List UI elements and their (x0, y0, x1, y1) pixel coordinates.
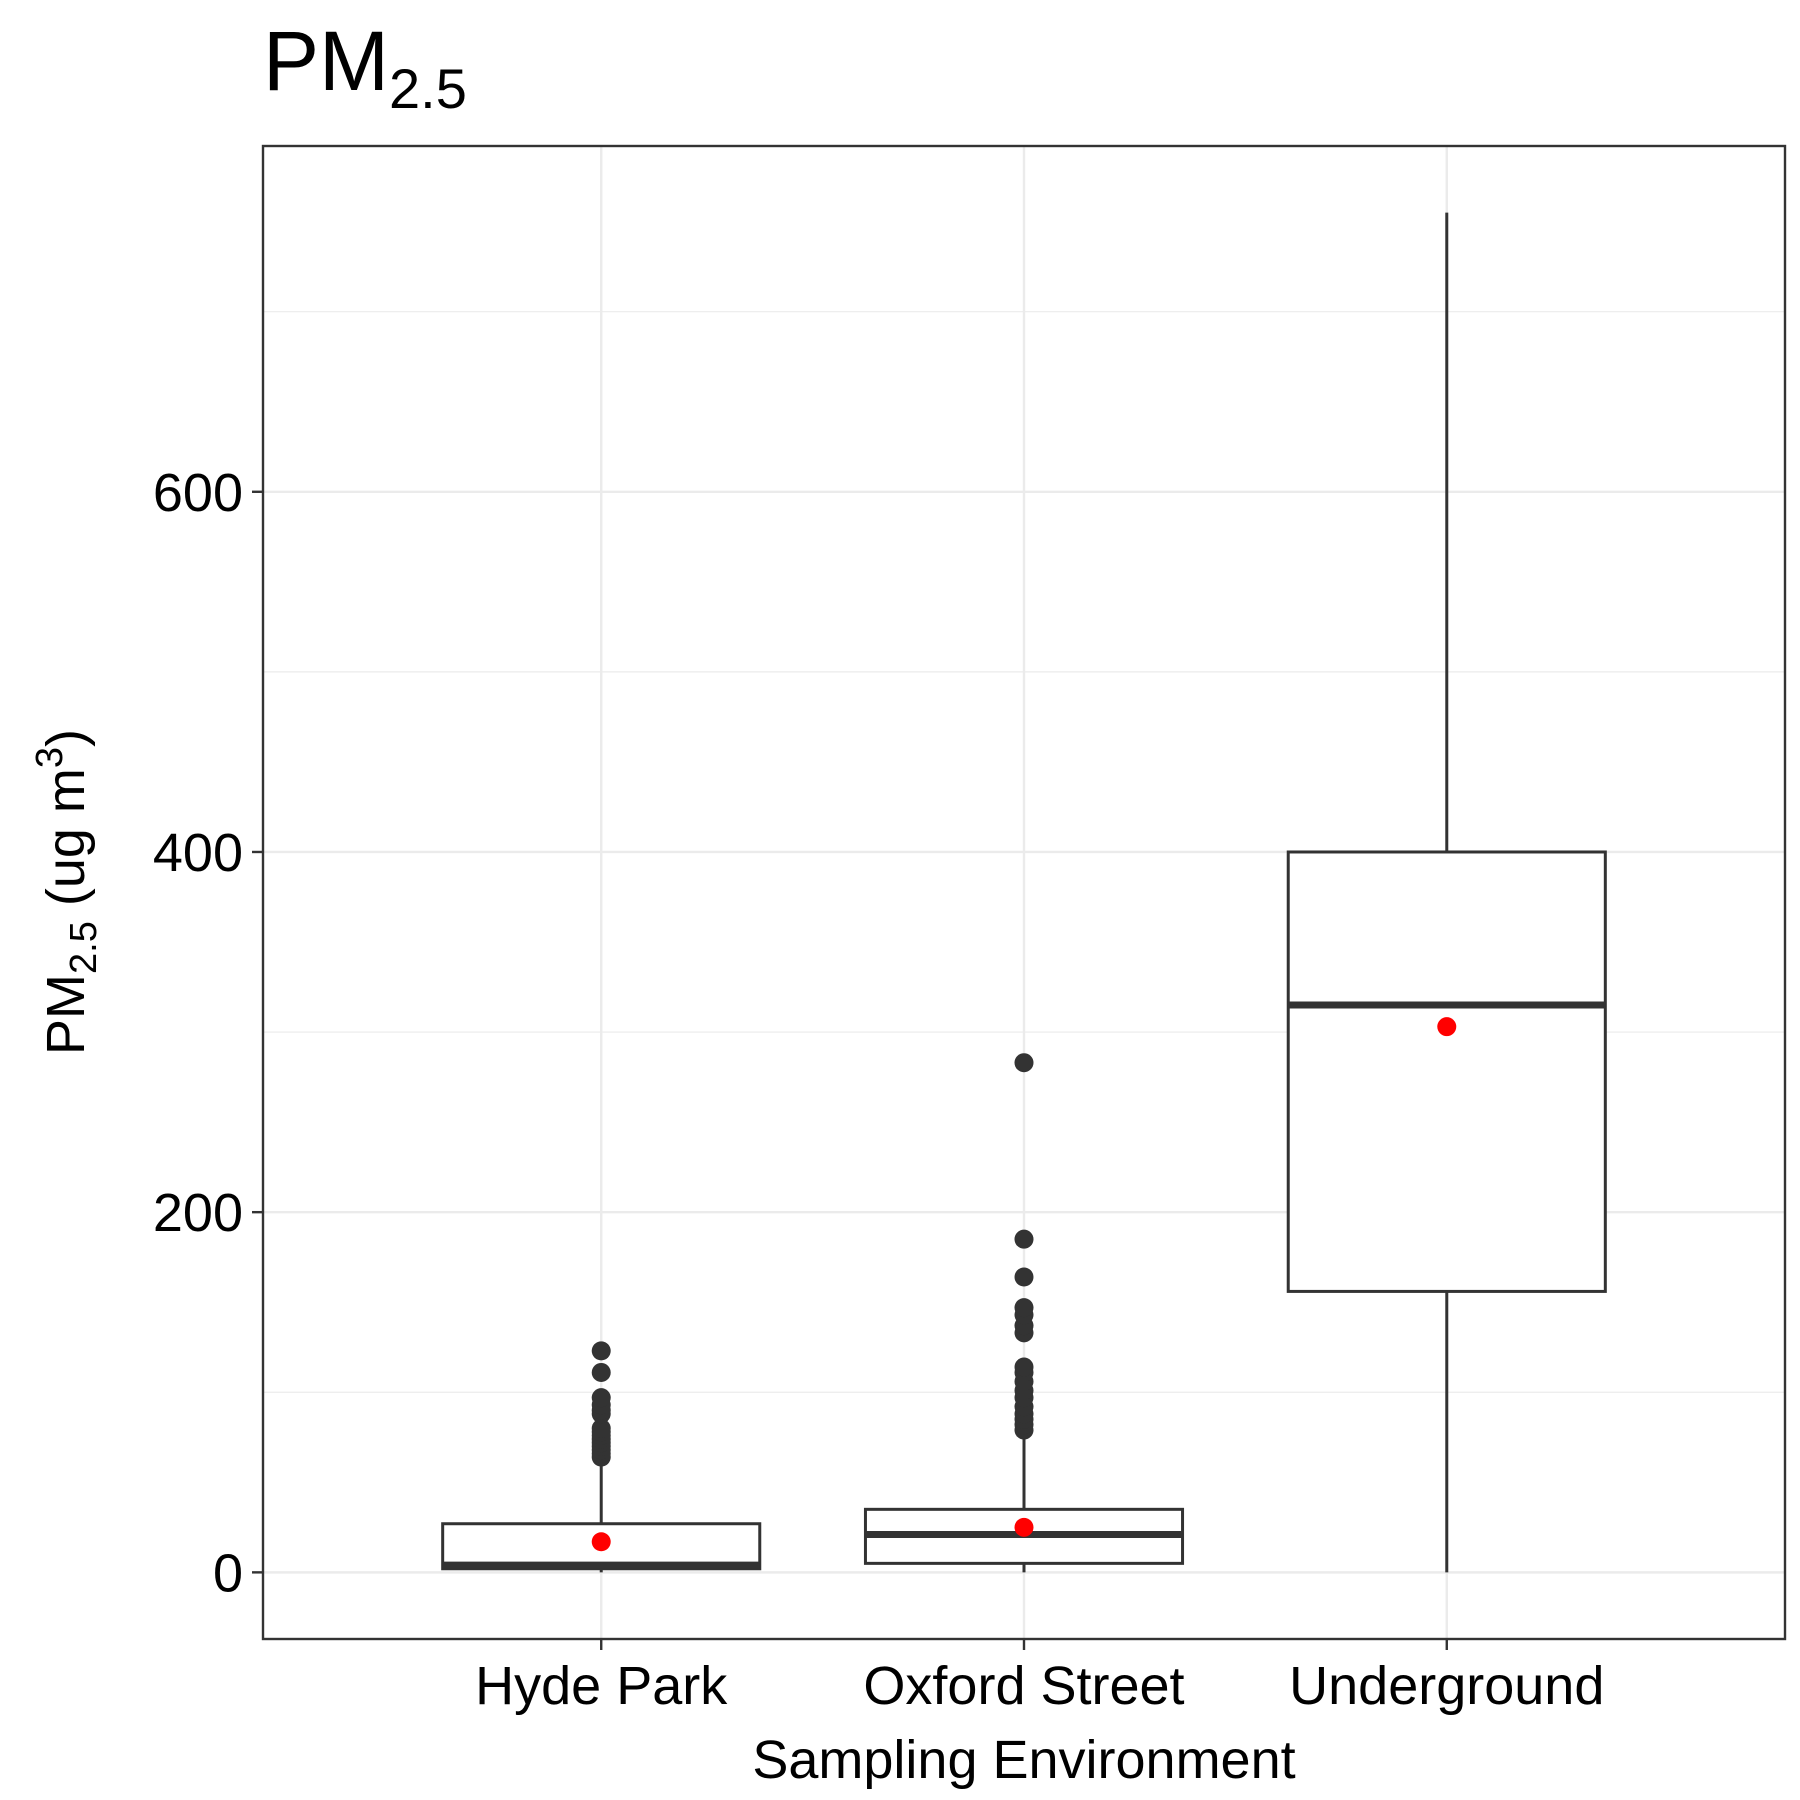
mean-point (1437, 1017, 1457, 1037)
y-tick-label: 200 (153, 1183, 243, 1243)
chart-title-subscript: 2.5 (389, 57, 467, 120)
box-group-0 (441, 1341, 762, 1573)
y-tick-label: 600 (153, 463, 243, 523)
chart-title-main: PM (263, 14, 389, 108)
outlier-point (1014, 1267, 1034, 1287)
outlier-point (1014, 1357, 1034, 1377)
axes: 0 200 400 600 Hyde Park Oxford Street Undergro… (153, 463, 1605, 1716)
y-axis-title-main: PM (36, 974, 96, 1055)
box-iqr (1286, 850, 1607, 1293)
y-axis-title: PM2.5 (ug m3) (29, 729, 105, 1055)
outlier-point (1014, 1053, 1034, 1073)
boxes (441, 212, 1607, 1573)
x-tick-label: Underground (1289, 1656, 1604, 1716)
mean-point (591, 1532, 611, 1552)
y-axis-title-end: ) (36, 729, 96, 747)
y-tick-label: 400 (153, 823, 243, 883)
y-axis-title-subscript: 2.5 (63, 921, 105, 974)
mean-point (1014, 1517, 1034, 1537)
box-group-2 (1286, 212, 1607, 1573)
outlier-point (591, 1362, 611, 1382)
outlier-point (591, 1418, 611, 1438)
outlier-point (1014, 1298, 1034, 1318)
y-axis-title-rest: (ug m (36, 768, 96, 921)
y-tick-label: 0 (213, 1543, 243, 1603)
x-tick-label: Hyde Park (475, 1656, 728, 1716)
y-axis-title-superscript: 3 (29, 747, 71, 768)
x-tick-label: Oxford Street (863, 1656, 1184, 1716)
outlier-point (591, 1341, 611, 1361)
outlier-point (591, 1388, 611, 1408)
x-axis-title: Sampling Environment (752, 1730, 1295, 1790)
outlier-point (1014, 1229, 1034, 1249)
box-group-1 (863, 1053, 1185, 1573)
chart-title: PM2.5 (263, 14, 467, 120)
